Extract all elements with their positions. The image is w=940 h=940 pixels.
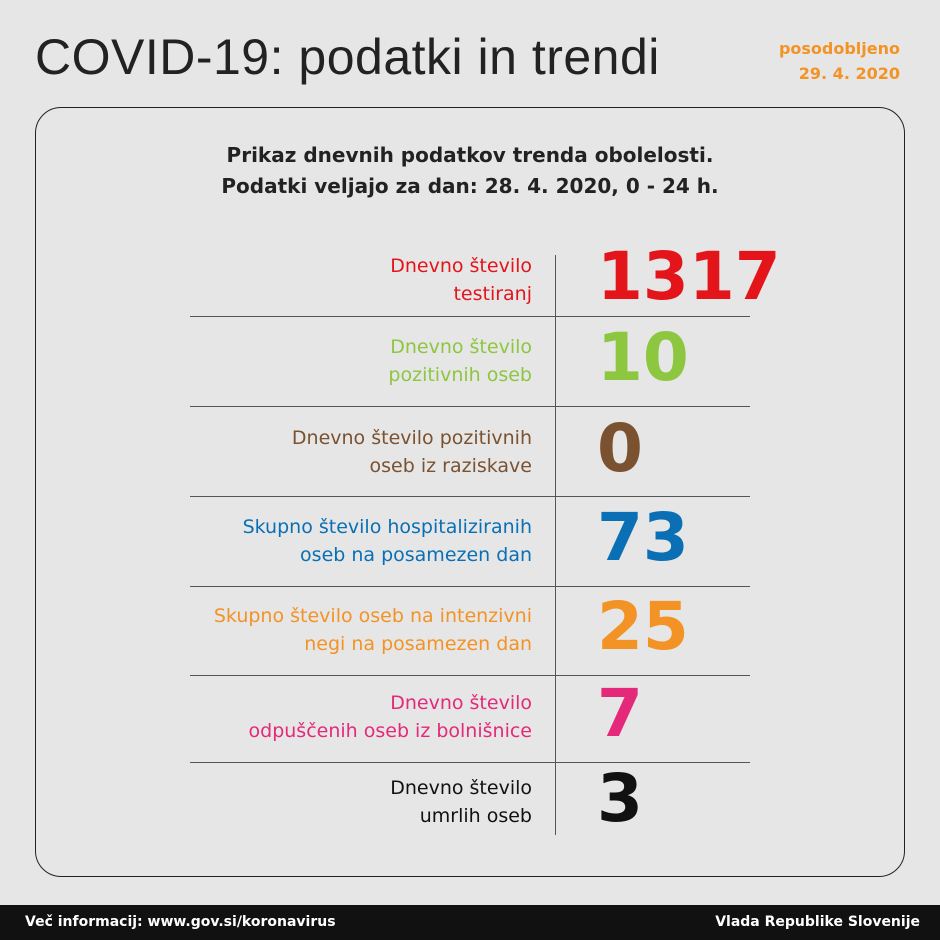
row-value: 25 bbox=[597, 588, 689, 665]
row-value: 7 bbox=[597, 675, 643, 752]
row-separator bbox=[190, 762, 750, 763]
row-value: 1317 bbox=[597, 238, 781, 315]
row-label: Skupno število hospitaliziranih oseb na p… bbox=[243, 513, 532, 569]
row-label: Skupno število oseb na intenzivni negi na… bbox=[214, 602, 532, 658]
row-separator bbox=[190, 586, 750, 587]
row-label-line: Skupno število oseb na intenzivni bbox=[213, 605, 532, 627]
row-label: Dnevno število pozitivnih oseb bbox=[388, 333, 532, 389]
row-separator bbox=[190, 316, 750, 317]
row-label-line: Skupno število hospitaliziranih bbox=[242, 516, 532, 538]
row-value: 3 bbox=[597, 760, 643, 837]
row-value: 73 bbox=[597, 499, 689, 576]
panel bbox=[35, 107, 905, 877]
divider bbox=[555, 255, 556, 835]
row-label-line: Dnevno število bbox=[390, 692, 532, 714]
row-label-line: Dnevno število bbox=[390, 255, 532, 277]
row-label-line: testiranj bbox=[453, 283, 532, 305]
row-label: Dnevno število pozitivnih oseb iz raziska… bbox=[292, 424, 532, 480]
row-separator bbox=[190, 675, 750, 676]
footer: Več informacij: www.gov.si/koronavirus V… bbox=[0, 905, 940, 940]
row-label-line: oseb iz raziskave bbox=[369, 455, 532, 477]
row-label-line: Dnevno število pozitivnih bbox=[291, 427, 532, 449]
row-value: 0 bbox=[597, 410, 643, 487]
row-separator bbox=[190, 406, 750, 407]
row-label-line: pozitivnih oseb bbox=[388, 364, 532, 386]
title: COVID-19: podatki in trendi bbox=[35, 29, 660, 85]
updated-date: 29. 4. 2020 bbox=[798, 64, 900, 83]
row-label-line: Dnevno število bbox=[390, 336, 532, 358]
subtitle-line: Prikaz dnevnih podatkov trenda obolelost… bbox=[226, 143, 714, 167]
updated-label: posodobljeno bbox=[778, 39, 900, 58]
footer-org: Vlada Republike Slovenije bbox=[715, 914, 920, 930]
footer-link: Več informacij: www.gov.si/koronavirus bbox=[25, 914, 336, 930]
subtitle: Prikaz dnevnih podatkov trenda obolelost… bbox=[0, 140, 940, 202]
row-label-line: negi na posamezen dan bbox=[304, 633, 532, 655]
row-separator bbox=[190, 496, 750, 497]
row-label: Dnevno število testiranj bbox=[390, 252, 532, 308]
row-label: Dnevno število odpuščenih oseb iz bolnišn… bbox=[249, 689, 532, 745]
row-label-line: Dnevno število bbox=[390, 777, 532, 799]
row-label-line: umrlih oseb bbox=[419, 805, 532, 827]
row-label-line: odpuščenih oseb iz bolnišnice bbox=[248, 720, 532, 742]
updated: posodobljeno 29. 4. 2020 bbox=[779, 36, 900, 86]
row-value: 10 bbox=[597, 319, 689, 396]
row-label: Dnevno število umrlih oseb bbox=[390, 774, 532, 830]
row-label-line: oseb na posamezen dan bbox=[300, 544, 532, 566]
subtitle-line: Podatki veljajo za dan: 28. 4. 2020, 0 -… bbox=[221, 174, 719, 198]
